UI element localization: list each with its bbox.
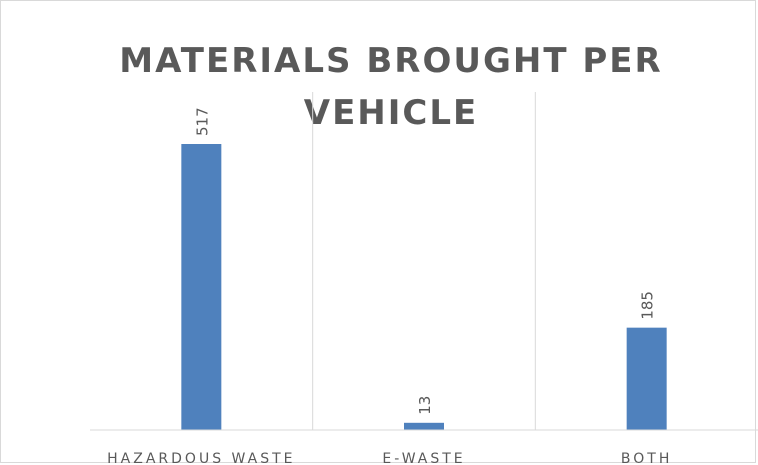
data-label: 517 bbox=[193, 107, 211, 136]
bar bbox=[181, 144, 222, 430]
chart-title: MATERIALS BROUGHT PER VEHICLE bbox=[119, 41, 663, 133]
x-tick-label: BOTH bbox=[621, 451, 672, 465]
data-labels: 517 13 185 bbox=[193, 107, 656, 414]
x-tick-label: E-WASTE bbox=[382, 451, 465, 465]
x-tick-label: HAZARDOUS WASTE bbox=[107, 451, 295, 465]
data-label: 185 bbox=[639, 291, 657, 320]
bar bbox=[626, 327, 667, 430]
x-tick-labels: HAZARDOUS WASTE E-WASTE BOTH bbox=[107, 451, 672, 465]
gridlines bbox=[312, 92, 536, 430]
data-label: 13 bbox=[416, 396, 434, 415]
bars bbox=[181, 144, 667, 430]
bar bbox=[404, 422, 444, 430]
